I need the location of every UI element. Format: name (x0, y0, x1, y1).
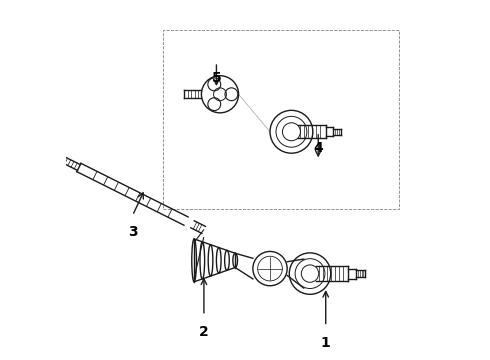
Text: 1: 1 (321, 336, 331, 350)
Text: 3: 3 (128, 225, 137, 239)
Text: 2: 2 (199, 325, 209, 339)
Text: 5: 5 (212, 71, 221, 85)
Text: 4: 4 (314, 141, 323, 155)
